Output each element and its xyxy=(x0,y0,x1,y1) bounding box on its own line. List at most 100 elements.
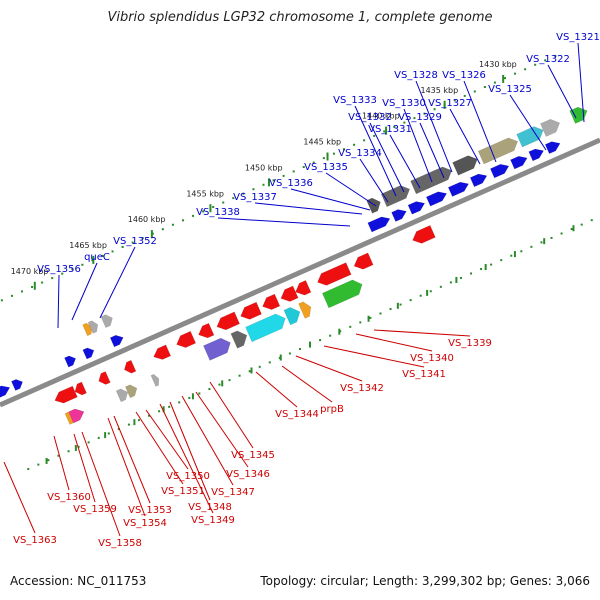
inner-tick-track-dot xyxy=(359,321,362,324)
forward-gene-arrow xyxy=(528,148,544,162)
inner-tick-track-dot xyxy=(198,392,201,395)
forward-gene-arrow xyxy=(11,379,23,391)
outer-tick-track-dot xyxy=(262,183,265,186)
inner-tick-track-dot xyxy=(188,396,191,399)
forward-gene-label: VS_1356 xyxy=(37,264,81,275)
forward-gene-label: VS_1331 xyxy=(368,124,412,135)
inner-tick-track-dot xyxy=(168,405,171,408)
inner-tick-track-dot xyxy=(590,219,593,222)
forward-label-leader xyxy=(325,172,377,207)
outer-tick-track-dot xyxy=(101,254,104,257)
outer-tick-track-dot xyxy=(121,245,124,248)
forward-gene-arrow xyxy=(82,347,95,360)
outer-tick-track-dot xyxy=(41,281,44,284)
outer-tick-track-dot xyxy=(403,121,406,124)
outer-tick-track-dot xyxy=(433,108,436,111)
inner-tick-track-dot xyxy=(419,294,422,297)
inner-tick-track-dot xyxy=(459,276,462,279)
outer-tick-track-dot xyxy=(161,228,164,231)
reverse-gene-arrow xyxy=(74,381,87,396)
reverse-gene-label: VS_1353 xyxy=(128,505,172,516)
inner-tick-track-dot xyxy=(500,259,503,262)
forward-label-leader xyxy=(290,188,371,211)
reverse-label-leader xyxy=(295,355,363,382)
reverse-gene-label: VS_1344 xyxy=(275,409,319,420)
kbp-ticks: 1430 kbp 1435 kbp 1440 kbp 1445 kbp 1450 kbp… xyxy=(11,60,575,464)
forward-label-leader xyxy=(254,202,363,215)
forward-gene-arrow xyxy=(407,201,426,215)
forward-gene-arrow xyxy=(447,181,469,197)
outer-tick-track-dot xyxy=(51,277,54,280)
inner-tick-track xyxy=(27,219,593,471)
reverse-gene-arrow xyxy=(153,344,172,360)
inner-tick-track-dot xyxy=(148,414,151,417)
inner-tick-track-dot xyxy=(117,428,120,431)
inner-tick-track-dot xyxy=(67,450,70,453)
forward-gene-arrow xyxy=(367,216,391,233)
forward-gene-arrow xyxy=(391,209,407,222)
outer-tick-track-dot xyxy=(61,272,64,275)
reverse-label-leader xyxy=(145,409,189,470)
reverse-gene-arrow xyxy=(295,280,312,296)
outer-tick-track-dot xyxy=(20,290,23,293)
reverse-label-leader xyxy=(255,371,298,408)
reverse-gene-arrow xyxy=(353,252,374,270)
outer-tick-track-dot xyxy=(192,214,195,217)
reverse-gene-label: VS_1363 xyxy=(13,535,57,546)
reverse-label-leader xyxy=(355,333,433,352)
inner-tick-track-dot xyxy=(228,379,231,382)
reverse-gene-box xyxy=(115,388,129,403)
forward-gene-label: VS_1325 xyxy=(488,84,532,95)
reverse-label-leader xyxy=(169,401,211,501)
outer-tick-track-dot xyxy=(0,299,3,302)
reverse-gene-box xyxy=(150,373,160,387)
forward-label-leader xyxy=(369,122,405,193)
forward-label-leader xyxy=(463,80,497,163)
reverse-gene-label: VS_1360 xyxy=(47,492,91,503)
inner-tick-track-dot xyxy=(238,374,241,377)
reverse-gene-arrow xyxy=(280,285,299,302)
reverse-gene-arrow xyxy=(317,262,352,286)
outer-tick-track-dot xyxy=(292,170,295,173)
outer-tick-track-dot xyxy=(302,165,305,168)
inner-tick-track-dot xyxy=(107,432,110,435)
reverse-gene-box xyxy=(68,408,85,424)
forward-label-leader xyxy=(99,246,136,319)
forward-gene-arrow xyxy=(490,164,510,179)
forward-gene-box xyxy=(477,137,518,165)
reverse-gene-label: VS_1346 xyxy=(226,469,270,480)
forward-label-leader xyxy=(449,108,481,165)
reverse-gene-arrow xyxy=(176,330,197,348)
inner-tick-track-dot xyxy=(268,361,271,364)
tick-label: 1470 kbp xyxy=(11,267,49,276)
inner-tick-track-dot xyxy=(560,232,563,235)
outer-tick-track-dot xyxy=(524,68,527,71)
outer-tick-track-dot xyxy=(272,179,275,182)
reverse-gene-arrow xyxy=(54,385,78,404)
inner-tick-track-dot xyxy=(37,463,40,466)
forward-label-leader xyxy=(415,80,453,173)
outer-tick-track-dot xyxy=(423,112,426,115)
reverse-label-leader xyxy=(209,381,254,449)
accession-label: Accession: NC_011753 xyxy=(10,574,147,588)
outer-tick-track-dot xyxy=(332,152,335,155)
outer-tick-track-dot xyxy=(171,223,174,226)
forward-gene-label: VS_1333 xyxy=(333,95,377,106)
inner-tick-track-dot xyxy=(570,228,573,231)
outer-tick-track-dot xyxy=(10,294,13,297)
tick-label: 1455 kbp xyxy=(186,189,224,198)
map-title: Vibrio splendidus LGP32 chromosome 1, co… xyxy=(107,10,493,25)
outer-tick-track-dot xyxy=(181,219,184,222)
forward-gene-label: VS_1327 xyxy=(428,98,472,109)
outer-tick-track-dot xyxy=(463,94,466,97)
forward-gene-label: VS_1330 xyxy=(382,98,426,109)
reverse-label-leader xyxy=(113,415,151,504)
reverse-gene-box xyxy=(321,279,363,309)
inner-tick-track-dot xyxy=(329,334,332,337)
inner-tick-track-dot xyxy=(530,245,533,248)
forward-gene-box xyxy=(569,106,588,124)
tick-label: 1460 kbp xyxy=(128,215,166,224)
reverse-label-leader xyxy=(159,403,214,514)
outer-tick-track-dot xyxy=(81,263,84,266)
